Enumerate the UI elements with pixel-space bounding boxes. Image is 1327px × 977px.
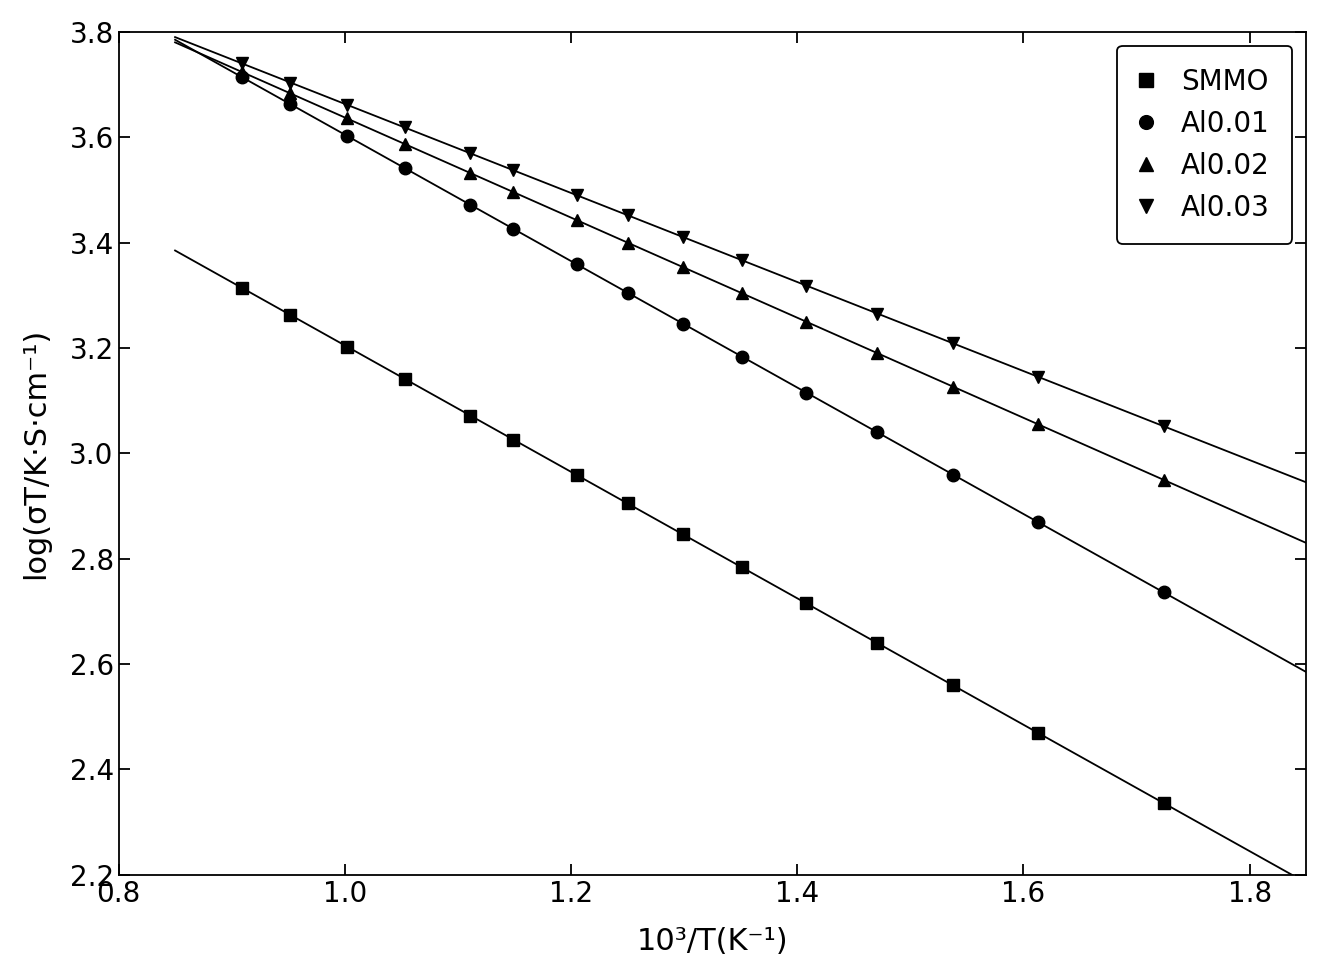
Line: Al0.01: Al0.01: [236, 70, 1170, 599]
SMMO: [799, 598, 815, 610]
SMMO: [397, 373, 413, 385]
Al0.01: [734, 351, 750, 362]
Line: Al0.03: Al0.03: [236, 57, 1170, 433]
SMMO: [338, 341, 354, 353]
Al0.03: [620, 209, 636, 221]
Al0.02: [338, 112, 354, 124]
Al0.03: [869, 308, 885, 319]
Al0.03: [1156, 420, 1172, 432]
SMMO: [283, 309, 299, 320]
SMMO: [462, 409, 478, 421]
Al0.01: [506, 223, 522, 234]
Al0.01: [283, 99, 299, 110]
Legend: SMMO, Al0.01, Al0.02, Al0.03: SMMO, Al0.01, Al0.02, Al0.03: [1117, 46, 1292, 244]
Al0.03: [462, 148, 478, 159]
SMMO: [675, 529, 691, 540]
SMMO: [869, 637, 885, 649]
Al0.02: [1030, 418, 1046, 430]
Al0.02: [234, 66, 249, 78]
Al0.03: [945, 338, 961, 350]
SMMO: [506, 434, 522, 446]
X-axis label: 10³/T(K⁻¹): 10³/T(K⁻¹): [637, 927, 788, 956]
SMMO: [1156, 797, 1172, 809]
SMMO: [234, 282, 249, 294]
Al0.02: [620, 236, 636, 248]
Al0.03: [569, 190, 585, 201]
Al0.01: [869, 427, 885, 439]
Al0.01: [569, 258, 585, 270]
Al0.01: [462, 199, 478, 211]
Al0.02: [283, 88, 299, 100]
Al0.01: [338, 130, 354, 142]
Al0.02: [462, 167, 478, 179]
Al0.02: [506, 187, 522, 198]
Al0.01: [1156, 586, 1172, 598]
Line: Al0.02: Al0.02: [236, 65, 1170, 487]
Al0.03: [506, 164, 522, 176]
Al0.01: [620, 287, 636, 299]
Y-axis label: log(σT/K·S·cm⁻¹): log(σT/K·S·cm⁻¹): [21, 327, 50, 579]
Al0.03: [734, 254, 750, 266]
Al0.03: [675, 232, 691, 243]
Al0.02: [569, 214, 585, 226]
Al0.01: [945, 469, 961, 481]
Al0.01: [1030, 516, 1046, 528]
Al0.03: [338, 99, 354, 110]
SMMO: [1030, 727, 1046, 739]
SMMO: [734, 562, 750, 573]
SMMO: [620, 497, 636, 509]
Al0.03: [1030, 371, 1046, 383]
SMMO: [569, 469, 585, 481]
Al0.02: [945, 381, 961, 393]
Al0.03: [799, 279, 815, 291]
Al0.02: [734, 287, 750, 299]
Line: SMMO: SMMO: [236, 281, 1170, 809]
Al0.01: [799, 387, 815, 399]
Al0.03: [283, 76, 299, 88]
Al0.01: [675, 318, 691, 329]
Al0.01: [234, 71, 249, 83]
Al0.02: [397, 138, 413, 149]
Al0.03: [234, 58, 249, 69]
Al0.02: [1156, 474, 1172, 486]
SMMO: [945, 680, 961, 692]
Al0.02: [799, 316, 815, 327]
Al0.01: [397, 162, 413, 174]
Al0.02: [675, 261, 691, 273]
Al0.03: [397, 121, 413, 133]
Al0.02: [869, 348, 885, 360]
